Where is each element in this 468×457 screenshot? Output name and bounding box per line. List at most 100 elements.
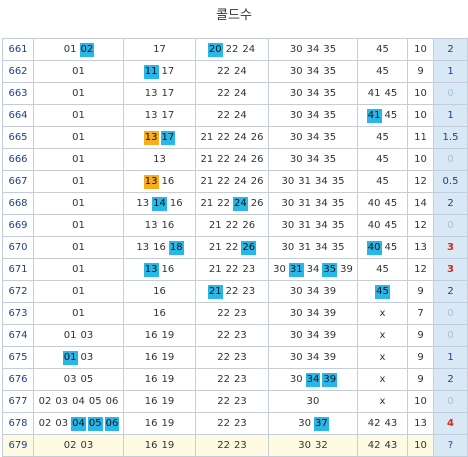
- cold-count-cell: 0.5: [433, 170, 468, 193]
- number-group-2-cell: 16: [123, 280, 196, 303]
- number: 23: [234, 352, 247, 363]
- number-group-3-cell: 21 22 26: [195, 214, 269, 237]
- number: 30: [289, 88, 303, 99]
- cold-count-cell: 1: [433, 104, 468, 127]
- number-group-5-cell: 45: [357, 126, 408, 149]
- number-group-5-cell: 42 43: [357, 434, 408, 457]
- number: 03: [80, 352, 94, 363]
- number-group-3-cell: 20 22 24: [195, 38, 269, 61]
- count-cell: 10: [407, 434, 434, 457]
- number: 30: [281, 198, 295, 209]
- number: 35: [323, 132, 337, 143]
- number: x: [379, 330, 386, 341]
- number: 34: [306, 44, 320, 55]
- number-group-2-cell: 17: [123, 38, 196, 61]
- number-group-5-cell: x: [357, 302, 408, 325]
- number: 30: [289, 132, 303, 143]
- highlighted-number: 20: [207, 43, 223, 57]
- number: 02: [38, 396, 52, 407]
- number: 34: [315, 220, 328, 231]
- number-group-1-cell: 01 03: [33, 324, 124, 347]
- number-group-4-cell: 30 34 35: [268, 126, 358, 149]
- number: 30: [306, 396, 320, 407]
- number: 16: [161, 176, 175, 187]
- number-group-4-cell: 30 34 35: [268, 38, 358, 61]
- number-group-5-cell: x: [357, 368, 408, 391]
- number: 22: [217, 418, 230, 429]
- number: 01: [63, 44, 77, 55]
- number-group-1-cell: 01: [33, 82, 124, 105]
- number-group-4-cell: 30 34 39: [268, 280, 358, 303]
- number: 35: [331, 198, 345, 209]
- number-group-5-cell: x: [357, 324, 408, 347]
- highlighted-number: 24: [233, 197, 248, 211]
- number: 39: [323, 308, 337, 319]
- number: 31: [298, 242, 311, 253]
- table-row: 671 01 13 16 21 22 23 30 31 34 35 39 45 12 3: [2, 258, 468, 281]
- number: 03: [80, 330, 94, 341]
- highlighted-number: 21: [207, 285, 223, 299]
- number-group-4-cell: 30 31 34 35: [268, 214, 358, 237]
- number: 34: [315, 242, 328, 253]
- number-group-2-cell: 16 19: [123, 412, 196, 435]
- number: 16: [144, 330, 158, 341]
- number: 19: [161, 418, 175, 429]
- number-group-5-cell: 45: [357, 170, 408, 193]
- number: 30: [281, 176, 295, 187]
- number: 35: [323, 44, 337, 55]
- highlighted-number: 34: [305, 373, 321, 387]
- number-group-3-cell: 21 22 24 26: [195, 192, 269, 215]
- number: 40: [367, 198, 381, 209]
- number-group-2-cell: 16 19: [123, 346, 196, 369]
- number: 30: [298, 418, 311, 429]
- count-cell: 12: [407, 258, 434, 281]
- number: 21: [208, 242, 222, 253]
- round-number-cell: 663: [2, 82, 34, 105]
- number: 45: [384, 110, 398, 121]
- number: 30: [298, 440, 311, 451]
- number: 22: [217, 66, 230, 77]
- number: 42: [367, 418, 381, 429]
- number: 31: [298, 198, 311, 209]
- number-group-4-cell: 30 34 35: [268, 104, 358, 127]
- number-group-5-cell: 40 45: [357, 192, 408, 215]
- cold-count-cell: 2: [433, 192, 468, 215]
- number: 16: [144, 418, 158, 429]
- count-cell: 9: [407, 280, 434, 303]
- number: 22: [217, 308, 230, 319]
- count-cell: 9: [407, 324, 434, 347]
- number: 13: [144, 110, 158, 121]
- number-group-1-cell: 01: [33, 126, 124, 149]
- number-group-1-cell: 03 05: [33, 368, 124, 391]
- cold-count-cell: 2: [433, 280, 468, 303]
- number: 22: [217, 132, 230, 143]
- number: 01: [72, 66, 85, 77]
- number-group-2-cell: 13 16 18: [123, 236, 196, 259]
- round-number-cell: 667: [2, 170, 34, 193]
- number-group-2-cell: 13 17: [123, 82, 196, 105]
- number: 01: [72, 176, 85, 187]
- number: 24: [234, 132, 247, 143]
- round-number-cell: 673: [2, 302, 34, 325]
- table-row: 666 01 13 21 22 24 26 30 34 35 45 10 0: [2, 148, 468, 171]
- number: 16: [161, 264, 175, 275]
- number-group-1-cell: 01: [33, 170, 124, 193]
- number: 34: [315, 176, 328, 187]
- page-title: 콜드수: [216, 8, 252, 23]
- number-group-5-cell: 45: [357, 38, 408, 61]
- number-group-2-cell: 13 17: [123, 104, 196, 127]
- number-group-1-cell: 01 02: [33, 38, 124, 61]
- number: 24: [234, 66, 247, 77]
- round-number-cell: 674: [2, 324, 34, 347]
- number-group-1-cell: 02 03 04 05 06: [33, 390, 124, 413]
- number-group-4-cell: 30 34 35: [268, 82, 358, 105]
- highlighted-number: 14: [152, 197, 167, 211]
- number: 13: [144, 88, 158, 99]
- number: 02: [38, 418, 52, 429]
- count-cell: 14: [407, 192, 434, 215]
- number-group-1-cell: 01: [33, 192, 124, 215]
- round-number-cell: 665: [2, 126, 34, 149]
- cold-count-cell: ?: [433, 434, 468, 457]
- highlighted-number: 02: [79, 43, 95, 57]
- number: 01: [72, 220, 85, 231]
